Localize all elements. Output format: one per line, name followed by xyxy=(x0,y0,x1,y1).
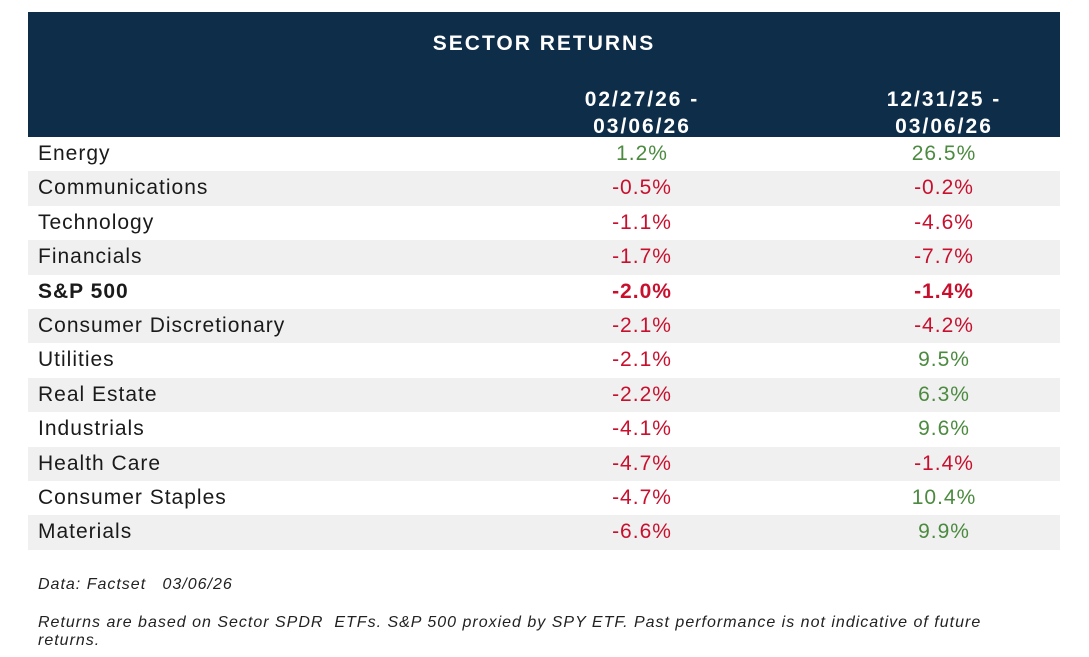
table-row: Real Estate -2.2% 6.3% xyxy=(28,377,1060,413)
column-header-ytd-line2: 03/06/26 xyxy=(895,115,993,138)
ytd-return-cell: -1.4% xyxy=(914,451,974,475)
week-return-cell: -2.1% xyxy=(612,313,672,337)
table-title: SECTOR RETURNS xyxy=(432,32,656,55)
table-row: S&P 500 -2.0% -1.4% xyxy=(28,275,1060,309)
table-header: SECTOR RETURNS 02/27/26 - 03/06/26 12/31… xyxy=(28,12,1060,140)
ytd-return-cell: 10.4% xyxy=(911,485,977,509)
table-row: Consumer Discretionary -2.1% -4.2% xyxy=(28,308,1060,344)
week-return-cell: -6.6% xyxy=(612,520,672,544)
sector-name: Energy xyxy=(38,142,111,165)
sector-name: Real Estate xyxy=(38,382,158,406)
table-row: Health Care -4.7% -1.4% xyxy=(28,446,1060,481)
table-row: Utilities -2.1% 9.5% xyxy=(28,343,1060,377)
sector-name: Consumer Staples xyxy=(38,485,227,509)
column-header-week: 02/27/26 - 03/06/26 xyxy=(522,86,762,140)
ytd-return-cell: 9.5% xyxy=(918,348,970,372)
column-header-ytd: 12/31/25 - 03/06/26 xyxy=(824,86,1064,140)
table-row: Technology -1.1% -4.6% xyxy=(28,206,1060,240)
ytd-return-cell: 9.6% xyxy=(918,417,970,441)
column-header-week-line1: 02/27/26 - xyxy=(584,88,700,111)
sector-name: Technology xyxy=(38,210,155,234)
ytd-return-cell: -4.2% xyxy=(914,313,974,337)
table-body: Energy 1.2% 26.5% Communications -0.5% -0.2% T… xyxy=(28,137,1060,550)
ytd-return-cell: -1.4% xyxy=(914,279,974,303)
ytd-return-cell: 26.5% xyxy=(911,142,977,165)
week-return-cell: -4.1% xyxy=(612,417,672,441)
week-return-cell: -2.0% xyxy=(612,279,672,303)
disclaimer-note: Returns are based on Sector SPDR ETFs. S… xyxy=(38,614,987,649)
week-return-cell: -2.2% xyxy=(612,382,672,406)
column-header-week-line2: 03/06/26 xyxy=(593,115,691,138)
sector-name: S&P 500 xyxy=(38,279,129,303)
ytd-return-cell: -7.7% xyxy=(914,245,974,269)
footnotes: Data: Factset 03/06/26 Returns are based… xyxy=(38,574,1038,650)
week-return-cell: 1.2% xyxy=(616,142,668,165)
sector-returns-table: SECTOR RETURNS 02/27/26 - 03/06/26 12/31… xyxy=(28,12,1060,550)
sector-name: Industrials xyxy=(38,417,145,441)
table-row: Materials -6.6% 9.9% xyxy=(28,515,1060,550)
table-row: Energy 1.2% 26.5% xyxy=(28,137,1060,171)
week-return-cell: -0.5% xyxy=(612,176,672,200)
week-return-cell: -4.7% xyxy=(612,485,672,509)
table-row: Financials -1.7% -7.7% xyxy=(28,240,1060,275)
sector-name: Financials xyxy=(38,245,143,269)
week-return-cell: -1.1% xyxy=(612,210,672,234)
week-return-cell: -2.1% xyxy=(612,348,672,372)
column-header-ytd-line1: 12/31/25 - xyxy=(886,88,1002,111)
table-row: Industrials -4.1% 9.6% xyxy=(28,412,1060,446)
table-row: Consumer Staples -4.7% 10.4% xyxy=(28,481,1060,515)
week-return-cell: -4.7% xyxy=(612,451,672,475)
sector-name: Materials xyxy=(38,520,133,544)
sector-name: Consumer Discretionary xyxy=(38,313,286,337)
data-source-note: Data: Factset 03/06/26 xyxy=(38,576,233,593)
sector-name: Communications xyxy=(38,176,209,200)
sector-name: Health Care xyxy=(38,451,162,475)
table-row: Communications -0.5% -0.2% xyxy=(28,171,1060,206)
ytd-return-cell: -4.6% xyxy=(914,210,974,234)
ytd-return-cell: 6.3% xyxy=(918,382,970,406)
week-return-cell: -1.7% xyxy=(612,245,672,269)
ytd-return-cell: -0.2% xyxy=(914,176,974,200)
ytd-return-cell: 9.9% xyxy=(918,520,970,544)
sector-name: Utilities xyxy=(38,348,115,372)
